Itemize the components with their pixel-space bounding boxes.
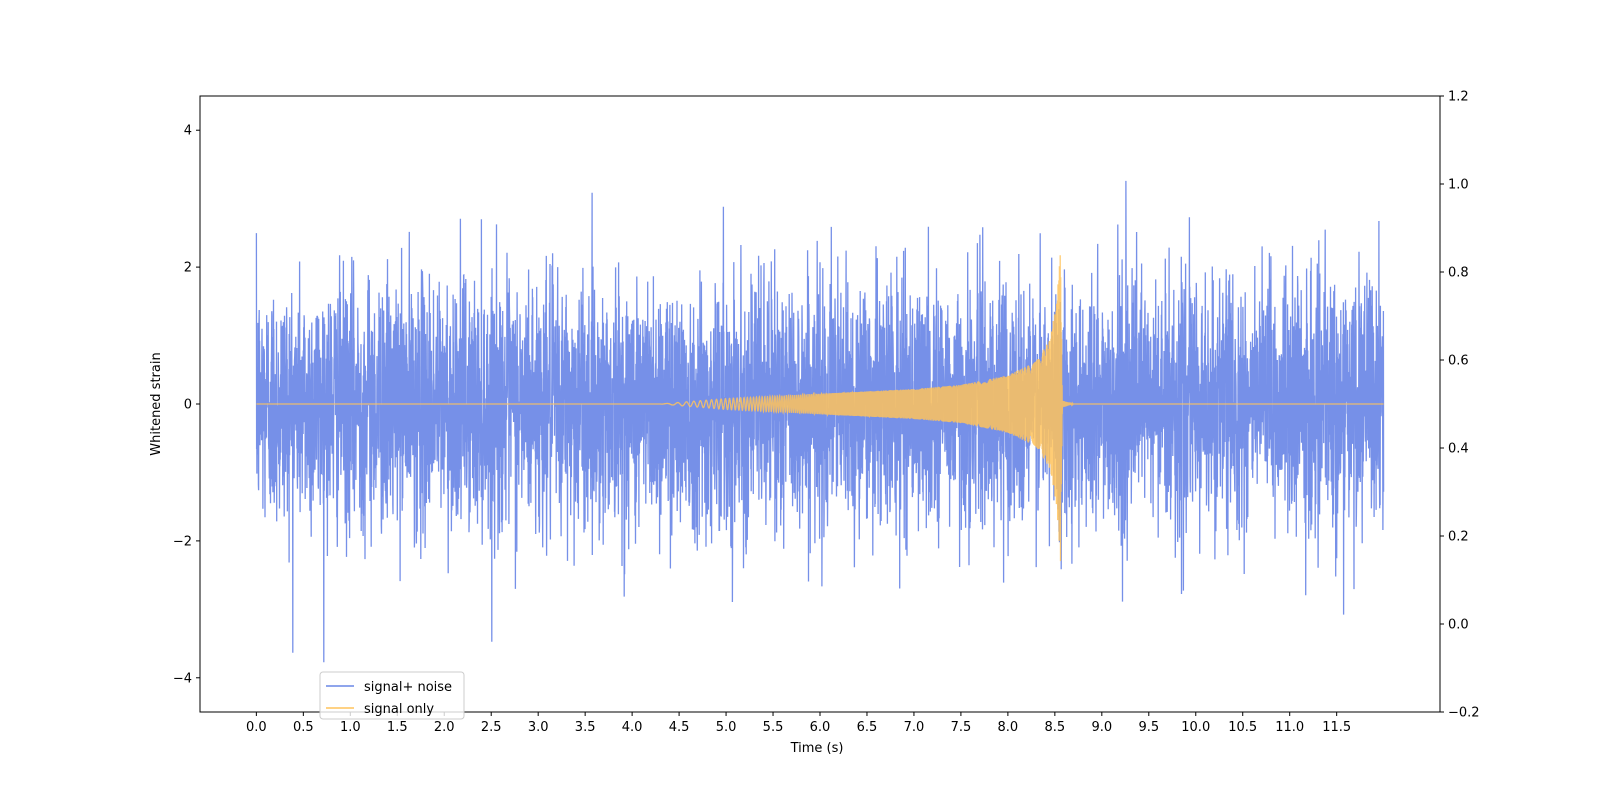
- x-axis: 0.0 0.5 1.0 1.5 2.0 2.5 3.0 3.5 4.0 4.5 5.0 5.5 6.0 6…: [246, 712, 1351, 735]
- y-tick-label: 2: [184, 261, 192, 276]
- x-tick-label: 0.5: [293, 720, 314, 735]
- legend-label-signal-only: signal only: [364, 702, 434, 717]
- x-tick-label: 7.5: [951, 720, 972, 735]
- signal-line: [256, 255, 1384, 562]
- y2-tick-label: 0.0: [1448, 618, 1469, 633]
- y-tick-label: 0: [184, 398, 192, 413]
- y2-tick-label: 0.6: [1448, 354, 1469, 369]
- x-tick-label: 5.0: [716, 720, 737, 735]
- x-tick-label: 6.0: [810, 720, 831, 735]
- y2-tick-label: 1.0: [1448, 178, 1469, 193]
- y-tick-label: −2: [173, 534, 192, 549]
- x-tick-label: 7.0: [904, 720, 925, 735]
- x-tick-label: 1.0: [340, 720, 361, 735]
- x-tick-label: 3.5: [575, 720, 596, 735]
- x-tick-label: 6.5: [857, 720, 878, 735]
- x-tick-label: 2.5: [481, 720, 502, 735]
- y2-tick-label: 0.4: [1448, 442, 1469, 457]
- x-tick-label: 3.0: [528, 720, 549, 735]
- series-signal-only: [256, 255, 1384, 562]
- x-tick-label: 5.5: [763, 720, 784, 735]
- x-tick-label: 0.0: [246, 720, 267, 735]
- y-tick-label: 4: [184, 124, 192, 139]
- x-tick-label: 8.5: [1045, 720, 1066, 735]
- x-tick-label: 9.0: [1091, 720, 1112, 735]
- y2-tick-label: 0.8: [1448, 266, 1469, 281]
- y-axis-label: Whitened strain: [149, 352, 164, 455]
- noise-line: [255, 180, 1385, 663]
- y2-tick-label: 1.2: [1448, 90, 1469, 105]
- x-tick-label: 4.5: [669, 720, 690, 735]
- series-signal-plus-noise: [255, 180, 1385, 663]
- x-tick-label: 4.0: [622, 720, 643, 735]
- x-tick-label: 9.5: [1138, 720, 1159, 735]
- x-tick-label: 1.5: [387, 720, 408, 735]
- legend-box: [319, 671, 465, 720]
- x-tick-label: 8.0: [998, 720, 1019, 735]
- x-tick-label: 10.0: [1181, 720, 1210, 735]
- legend-label-signal-plus-noise: signal+ noise: [364, 680, 452, 695]
- x-tick-label: 2.0: [434, 720, 455, 735]
- legend: signal+ noise signal only: [319, 671, 465, 720]
- y2-tick-label: 0.2: [1448, 530, 1469, 545]
- x-axis-label: Time (s): [790, 741, 844, 756]
- y-axis: −4 −2 0 2 4: [173, 124, 200, 686]
- y2-tick-label: −0.2: [1448, 706, 1480, 721]
- x-tick-label: 11.5: [1322, 720, 1351, 735]
- x-tick-label: 10.5: [1228, 720, 1257, 735]
- y-tick-label: −4: [173, 671, 192, 686]
- x-tick-label: 11.0: [1275, 720, 1304, 735]
- y2-axis: −0.2 0.0 0.2 0.4 0.6 0.8 1.0 1.2: [1440, 90, 1480, 721]
